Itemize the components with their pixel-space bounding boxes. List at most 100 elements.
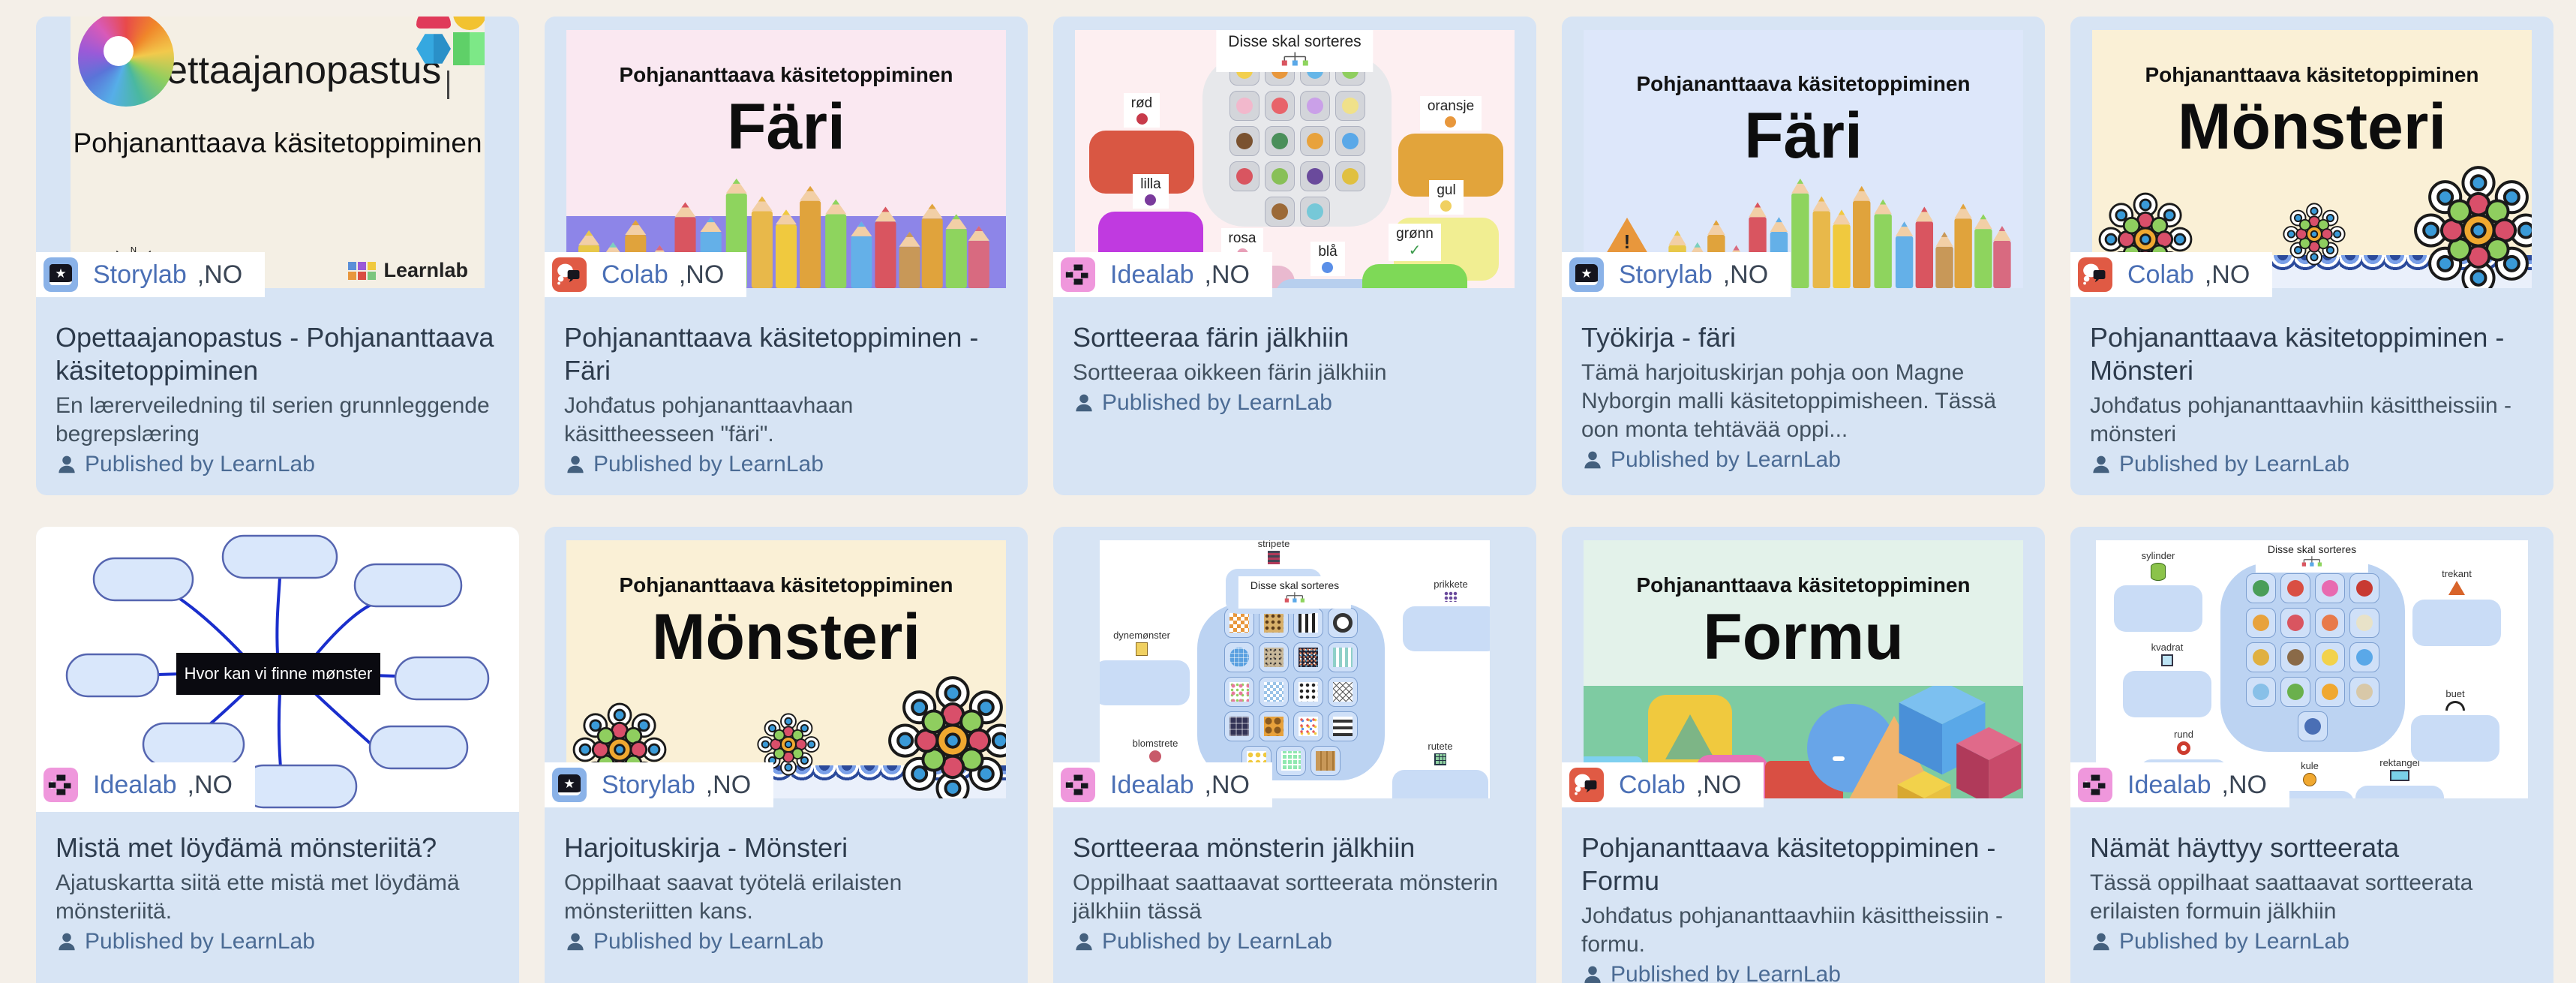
sort-item-tile xyxy=(2298,711,2328,741)
card-body: Sortteeraa mönsterin jälkhiin Oppilhaat … xyxy=(1053,812,1536,972)
language-tag: ,NO xyxy=(1695,770,1742,799)
sort-item-tile xyxy=(1229,91,1259,121)
mandala-icon xyxy=(2414,166,2532,288)
card-mindmap-monster[interactable]: Hvor kan vi finne mønster Idealab ,NO Mi… xyxy=(36,527,519,983)
sorter-label: Disse skal sorteres xyxy=(2255,540,2369,573)
card-monsteri-colab[interactable]: Pohjananttaava käsitetoppiminen Mönsteri… xyxy=(2070,17,2553,495)
card-body: Nämät häyttyy sortteerata Tässä oppilhaa… xyxy=(2070,812,2553,972)
pattern-target-prikkete: prikkete xyxy=(1403,578,1490,652)
thumbnail-fari-cover: Pohjananttaava käsitetoppiminen Färi xyxy=(566,30,1006,288)
pattern-tile-floral xyxy=(1224,677,1254,707)
language-tag: ,NO xyxy=(197,260,243,289)
drop-zone xyxy=(2114,585,2202,633)
thumbnail-pattern-sorting-board: Disse skal sorteres stripete prikkete dy… xyxy=(1100,540,1490,798)
person-icon xyxy=(1584,966,1601,983)
cubes-illustration xyxy=(1897,686,2022,798)
pattern-tile-tartan xyxy=(1224,711,1254,741)
flower-icon xyxy=(1148,750,1161,763)
person-icon xyxy=(567,933,584,951)
app-badge: ★ Storylab ,NO xyxy=(545,762,774,807)
thumbnail-shape-sorting-board: Disse skal sorteres sylinder kvadrat run… xyxy=(2096,540,2528,798)
thumb-series: Pohjananttaava käsitetoppiminen xyxy=(619,573,953,597)
thumbnail-color-sorting-board: Disse skal sorteres rød oransje lilla xyxy=(1075,30,1515,288)
card-thumbnail: Pohjananttaava käsitetoppiminen Färi Col… xyxy=(545,17,1028,302)
card-sort-colors[interactable]: Disse skal sorteres rød oransje lilla xyxy=(1053,17,1536,495)
shape-target-buet: buet xyxy=(2411,687,2499,762)
card-harjoituskirja-monsteri[interactable]: Pohjananttaava käsitetoppiminen Mönsteri… xyxy=(545,527,1028,983)
shape-target-kule: kule xyxy=(2265,759,2354,798)
unsorted-items-cluster xyxy=(2220,563,2405,752)
thumb-word: Färi xyxy=(727,91,845,163)
published-by: Published by LearnLab xyxy=(1581,962,2025,983)
learnlab-logo-text: Learnlab xyxy=(383,259,468,281)
colab-icon xyxy=(2078,257,2112,292)
sort-item-tile xyxy=(1299,197,1330,227)
published-text: Published by LearnLab xyxy=(2119,929,2349,954)
card-sort-patterns[interactable]: Disse skal sorteres stripete prikkete dy… xyxy=(1053,527,1536,983)
card-fari-colab[interactable]: Pohjananttaava käsitetoppiminen Färi Col… xyxy=(545,17,1028,495)
person-icon xyxy=(1584,451,1601,469)
published-by: Published by LearnLab xyxy=(1581,447,2025,473)
book-star-icon: ★ xyxy=(1575,264,1598,285)
sorting-mobile-icon xyxy=(1280,51,1309,67)
checkered-icon xyxy=(1434,753,1446,766)
hexagon-shape-icon xyxy=(416,34,451,64)
color-wheel-icon xyxy=(78,17,174,107)
language-tag: ,NO xyxy=(705,770,752,799)
card-thumbnail: Pohjananttaava käsitetoppiminen Formu Co… xyxy=(1562,527,2045,812)
card-sort-shapes[interactable]: Disse skal sorteres sylinder kvadrat run… xyxy=(2070,527,2553,983)
card-body: Opettaajanopastus - Pohjananttaava käsit… xyxy=(36,302,519,495)
thumbnail-fari-workbook-cover: Pohjananttaava käsitetoppiminen Färi ! xyxy=(1584,30,2023,288)
sort-item-tile xyxy=(2246,573,2276,603)
thumbnail-mindmap: Hvor kan vi finne mønster xyxy=(36,527,519,812)
drop-zone xyxy=(2412,600,2501,647)
app-name: Colab xyxy=(2127,260,2194,289)
storylab-icon: ★ xyxy=(44,257,78,292)
card-thumbnail: Pohjananttaava käsitetoppiminen Mönsteri… xyxy=(545,527,1028,812)
curve-icon xyxy=(2445,701,2465,711)
card-thumbnail: Disse skal sorteres rød oransje lilla xyxy=(1053,17,1536,302)
thumbnail-guide-cover: Opettaajanopastus Pohjananttaava käsitet… xyxy=(71,17,485,288)
sort-item-tile xyxy=(1229,161,1259,191)
striped-sweater-icon xyxy=(1267,551,1280,565)
app-name: Storylab xyxy=(602,770,695,799)
sort-item-tile xyxy=(1299,161,1330,191)
card-thumbnail: Pohjananttaava käsitetoppiminen Mönsteri… xyxy=(2070,17,2553,302)
card-tyokirja-fari[interactable]: Pohjananttaava käsitetoppiminen Färi ! ★… xyxy=(1562,17,2045,495)
ball-icon xyxy=(2302,773,2316,787)
pattern-tile-stripe-h xyxy=(1328,711,1358,741)
app-badge: Colab ,NO xyxy=(2070,252,2273,297)
language-tag: ,NO xyxy=(1204,770,1250,799)
mandala-icon xyxy=(2283,203,2346,266)
published-text: Published by LearnLab xyxy=(1102,929,1332,954)
idealab-icon xyxy=(44,768,78,802)
color-target-gronn: grønn ✓ xyxy=(1359,224,1471,288)
card-formu-colab[interactable]: Pohjananttaava käsitetoppiminen Formu Co… xyxy=(1562,527,2045,983)
sort-item-tile xyxy=(1335,126,1365,156)
published-text: Published by LearnLab xyxy=(85,929,315,954)
thumbnail-monsteri-cover: Pohjananttaava käsitetoppiminen Mönsteri xyxy=(566,540,1006,798)
chick-icon xyxy=(1440,200,1452,212)
color-target-bla: blå xyxy=(1271,242,1384,288)
published-by: Published by LearnLab xyxy=(564,452,1008,477)
published-by: Published by LearnLab xyxy=(56,929,500,954)
sort-item-tile xyxy=(2315,677,2345,707)
storylab-icon: ★ xyxy=(552,768,587,802)
card-title: Mistä met löyđämä mönsteriitä? xyxy=(56,832,437,863)
thumb-word: Formu xyxy=(1703,601,1904,673)
drop-zone xyxy=(1275,278,1380,288)
card-thumbnail: Disse skal sorteres stripete prikkete dy… xyxy=(1053,527,1536,812)
unsorted-patterns-cluster xyxy=(1197,603,1385,780)
dots-icon xyxy=(1444,591,1458,603)
pattern-target-dynemonster: dynemønster xyxy=(1100,629,1190,706)
svg-text:N: N xyxy=(131,246,137,255)
card-body: Sortteeraa färin jälkhiin Sortteeraa oik… xyxy=(1053,302,1536,434)
card-opettaajanopastus[interactable]: Opettaajanopastus Pohjananttaava käsitet… xyxy=(36,17,519,495)
card-thumbnail: Opettaajanopastus Pohjananttaava käsitet… xyxy=(36,17,519,302)
triangle-icon xyxy=(2448,581,2465,596)
colab-icon xyxy=(552,257,587,292)
rose-icon xyxy=(1136,113,1148,125)
published-by: Published by LearnLab xyxy=(2090,452,2534,477)
card-description: Johđatus pohjananttaavhiin käsittheissii… xyxy=(1581,903,2004,957)
